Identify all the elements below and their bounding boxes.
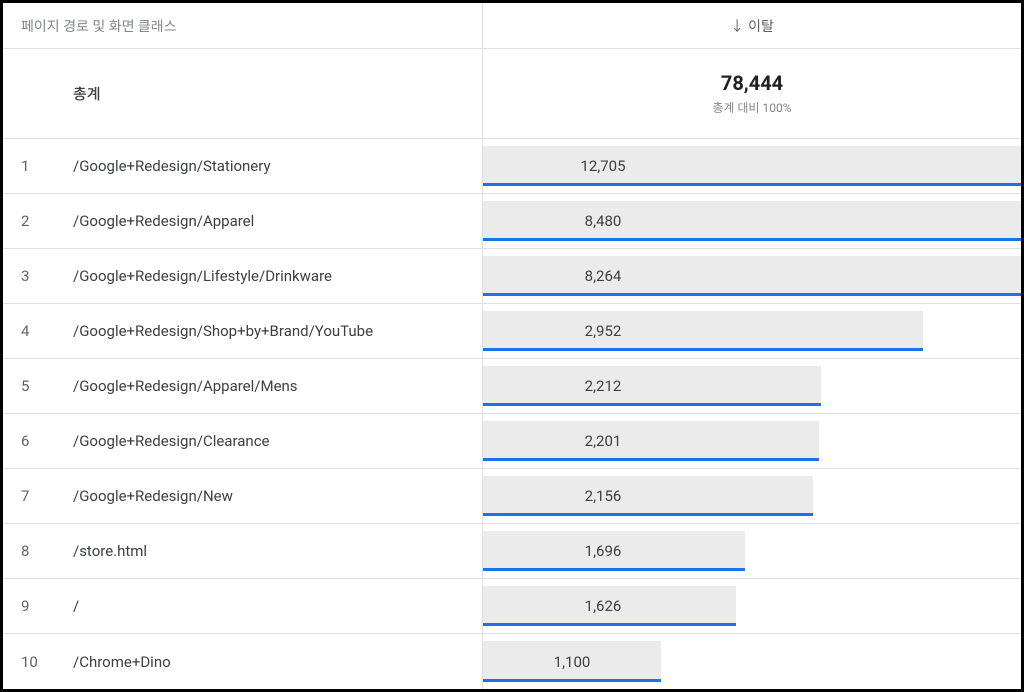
table-row[interactable]: 10 /Chrome+Dino 1,100 xyxy=(3,634,1021,689)
row-bar-cell: 8,480 xyxy=(483,194,1021,248)
row-value: 2,952 xyxy=(483,322,723,340)
row-path: /Google+Redesign/Clearance xyxy=(43,414,483,468)
column-header-metric[interactable]: ↓ 이탈 xyxy=(483,3,1021,48)
row-value: 12,705 xyxy=(483,157,723,175)
row-bar-cell: 8,264 xyxy=(483,249,1021,303)
totals-value-cell: 78,444 총계 대비 100% xyxy=(483,49,1021,138)
totals-row: 총계 78,444 총계 대비 100% xyxy=(3,49,1021,139)
row-value: 1,696 xyxy=(483,542,723,560)
sort-arrow-icon: ↓ xyxy=(730,16,744,36)
row-path: /Google+Redesign/Stationery xyxy=(43,139,483,193)
row-bar-cell: 1,626 xyxy=(483,579,1021,633)
row-bar-cell: 2,952 xyxy=(483,304,1021,358)
row-value: 1,626 xyxy=(483,597,723,615)
table-row[interactable]: 9 / 1,626 xyxy=(3,579,1021,634)
row-index: 6 xyxy=(3,414,43,468)
row-index: 9 xyxy=(3,579,43,633)
table-row[interactable]: 4 /Google+Redesign/Shop+by+Brand/YouTube… xyxy=(3,304,1021,359)
row-path: /Chrome+Dino xyxy=(43,634,483,689)
row-path: /Google+Redesign/Shop+by+Brand/YouTube xyxy=(43,304,483,358)
table-body: 1 /Google+Redesign/Stationery 12,705 2 /… xyxy=(3,139,1021,689)
totals-value: 78,444 xyxy=(721,71,783,95)
row-path: /Google+Redesign/Apparel/Mens xyxy=(43,359,483,413)
row-index: 8 xyxy=(3,524,43,578)
row-value: 2,212 xyxy=(483,377,723,395)
table-row[interactable]: 7 /Google+Redesign/New 2,156 xyxy=(3,469,1021,524)
row-index: 10 xyxy=(3,634,43,689)
table-header-row: 페이지 경로 및 화면 클래스 ↓ 이탈 xyxy=(3,3,1021,49)
row-value: 1,100 xyxy=(483,653,661,671)
row-value: 2,156 xyxy=(483,487,723,505)
row-index: 3 xyxy=(3,249,43,303)
row-bar-cell: 1,100 xyxy=(483,634,1021,689)
totals-sublabel: 총계 대비 100% xyxy=(712,99,791,116)
row-index: 1 xyxy=(3,139,43,193)
table-row[interactable]: 2 /Google+Redesign/Apparel 8,480 xyxy=(3,194,1021,249)
analytics-table: 페이지 경로 및 화면 클래스 ↓ 이탈 총계 78,444 총계 대비 100… xyxy=(0,0,1024,692)
table-row[interactable]: 1 /Google+Redesign/Stationery 12,705 xyxy=(3,139,1021,194)
column-header-metric-label: 이탈 xyxy=(748,16,774,36)
row-bar-cell: 2,201 xyxy=(483,414,1021,468)
row-bar-cell: 1,696 xyxy=(483,524,1021,578)
row-value: 8,480 xyxy=(483,212,723,230)
row-index: 4 xyxy=(3,304,43,358)
row-path: / xyxy=(43,579,483,633)
row-path: /Google+Redesign/New xyxy=(43,469,483,523)
totals-label: 총계 xyxy=(73,83,101,104)
row-bar-cell: 2,212 xyxy=(483,359,1021,413)
totals-label-cell: 총계 xyxy=(3,49,483,138)
row-path: /store.html xyxy=(43,524,483,578)
row-bar-cell: 2,156 xyxy=(483,469,1021,523)
table-row[interactable]: 3 /Google+Redesign/Lifestyle/Drinkware 8… xyxy=(3,249,1021,304)
row-index: 2 xyxy=(3,194,43,248)
row-bar-cell: 12,705 xyxy=(483,139,1021,193)
row-path: /Google+Redesign/Apparel xyxy=(43,194,483,248)
row-index: 7 xyxy=(3,469,43,523)
table-row[interactable]: 5 /Google+Redesign/Apparel/Mens 2,212 xyxy=(3,359,1021,414)
row-path: /Google+Redesign/Lifestyle/Drinkware xyxy=(43,249,483,303)
row-index: 5 xyxy=(3,359,43,413)
row-value: 8,264 xyxy=(483,267,723,285)
table-row[interactable]: 6 /Google+Redesign/Clearance 2,201 xyxy=(3,414,1021,469)
column-header-path-label: 페이지 경로 및 화면 클래스 xyxy=(21,16,177,36)
row-value: 2,201 xyxy=(483,432,723,450)
table-row[interactable]: 8 /store.html 1,696 xyxy=(3,524,1021,579)
column-header-path[interactable]: 페이지 경로 및 화면 클래스 xyxy=(3,3,483,48)
